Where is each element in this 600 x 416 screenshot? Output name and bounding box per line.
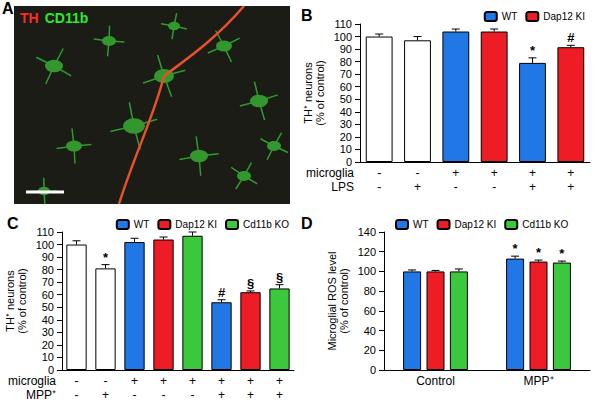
svg-text:70: 70: [42, 276, 54, 288]
svg-text:+: +: [247, 374, 254, 388]
svg-text:*: *: [103, 250, 109, 265]
svg-text:+: +: [491, 166, 498, 180]
svg-text:C: C: [7, 215, 19, 232]
svg-text:140: 140: [358, 226, 376, 238]
svg-text:B: B: [301, 7, 313, 24]
svg-text:+: +: [160, 374, 167, 388]
svg-text:-: -: [377, 166, 381, 180]
svg-text:#: #: [567, 30, 575, 45]
svg-text:110: 110: [36, 226, 54, 238]
svg-text:80: 80: [340, 56, 352, 68]
html-text:A: A: [2, 0, 14, 17]
svg-text:90: 90: [42, 251, 54, 263]
svg-text:110: 110: [334, 18, 352, 30]
svg-text:Dap12 KI: Dap12 KI: [543, 11, 585, 22]
svg-text:WT: WT: [134, 219, 150, 230]
svg-text:Cd11b KO: Cd11b KO: [522, 219, 568, 230]
svg-text:+: +: [452, 166, 459, 180]
svg-text:(% of control): (% of control): [16, 268, 28, 333]
svg-text:60: 60: [364, 305, 376, 317]
svg-text:50: 50: [340, 93, 352, 105]
svg-text:-: -: [377, 180, 381, 194]
svg-text:80: 80: [42, 264, 54, 276]
svg-text:*: *: [559, 246, 565, 261]
svg-text:40: 40: [340, 106, 352, 118]
svg-text:Control: Control: [416, 374, 455, 388]
svg-text:WT: WT: [413, 219, 429, 230]
svg-text:-: -: [133, 388, 137, 402]
svg-text:10: 10: [42, 351, 54, 363]
svg-text:microglia: microglia: [8, 374, 56, 388]
svg-text:LPS: LPS: [331, 180, 354, 194]
svg-text:*: *: [530, 43, 536, 58]
svg-text:80: 80: [364, 285, 376, 297]
svg-text:40: 40: [364, 325, 376, 337]
svg-text:MPP⁺: MPP⁺: [26, 388, 56, 402]
svg-text:20: 20: [340, 131, 352, 143]
svg-text:*: *: [536, 245, 542, 260]
svg-text:WT: WT: [502, 11, 518, 22]
svg-text:120: 120: [358, 246, 376, 258]
svg-text:-: -: [75, 388, 79, 402]
svg-text:100: 100: [358, 265, 376, 277]
svg-text:-: -: [492, 180, 496, 194]
svg-text:+: +: [218, 388, 225, 402]
svg-text:60: 60: [42, 289, 54, 301]
svg-text:D: D: [301, 215, 313, 232]
svg-text:+: +: [131, 374, 138, 388]
svg-text:-: -: [454, 180, 458, 194]
svg-text:+: +: [529, 166, 536, 180]
svg-text:*: *: [513, 241, 519, 256]
svg-text:+: +: [529, 180, 536, 194]
svg-text:Microglial ROS level: Microglial ROS level: [326, 251, 338, 350]
svg-text:TH⁺ neurons: TH⁺ neurons: [4, 270, 16, 332]
svg-text:+: +: [102, 388, 109, 402]
svg-text:#: #: [218, 285, 226, 300]
svg-text:+: +: [567, 166, 574, 180]
svg-text:+: +: [247, 388, 254, 402]
svg-text:(% of control): (% of control): [338, 268, 350, 333]
svg-text:+: +: [414, 180, 421, 194]
svg-text:TH⁺ neurons: TH⁺ neurons: [302, 62, 314, 124]
svg-text:+: +: [218, 374, 225, 388]
html-text:TH CD11b: TH CD11b: [20, 10, 89, 26]
svg-text:0: 0: [346, 156, 352, 168]
svg-text:100: 100: [334, 31, 352, 43]
svg-text:100: 100: [36, 239, 54, 251]
svg-text:-: -: [162, 388, 166, 402]
svg-text:50: 50: [42, 301, 54, 313]
svg-text:+: +: [189, 374, 196, 388]
svg-text:+: +: [567, 180, 574, 194]
svg-text:+: +: [276, 388, 283, 402]
svg-text:Cd11b KO: Cd11b KO: [243, 219, 289, 230]
svg-text:-: -: [416, 166, 420, 180]
svg-text:60: 60: [340, 81, 352, 93]
svg-text:10: 10: [340, 143, 352, 155]
svg-text:microglia: microglia: [306, 166, 354, 180]
svg-text:20: 20: [364, 344, 376, 356]
svg-text:§: §: [247, 276, 254, 291]
svg-text:30: 30: [42, 326, 54, 338]
svg-text:20: 20: [42, 339, 54, 351]
svg-text:0: 0: [48, 364, 54, 376]
svg-text:Dap12 KI: Dap12 KI: [175, 219, 217, 230]
svg-text:-: -: [104, 374, 108, 388]
svg-text:(% of control): (% of control): [314, 60, 326, 125]
svg-text:+: +: [276, 374, 283, 388]
svg-text:-: -: [191, 388, 195, 402]
svg-text:MPP⁺: MPP⁺: [523, 374, 553, 388]
svg-text:30: 30: [340, 118, 352, 130]
svg-text:Dap12 KI: Dap12 KI: [455, 219, 497, 230]
svg-text:-: -: [75, 374, 79, 388]
svg-text:90: 90: [340, 43, 352, 55]
svg-text:40: 40: [42, 314, 54, 326]
svg-text:0: 0: [370, 364, 376, 376]
svg-text:70: 70: [340, 68, 352, 80]
svg-text:§: §: [276, 270, 283, 285]
